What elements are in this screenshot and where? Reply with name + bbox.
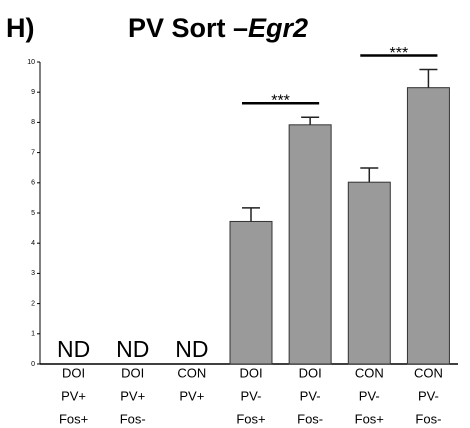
y-tick-label: 6 [31,180,35,187]
chart-title: PV Sort –Egr2 [128,13,308,43]
x-tick-label: PV- [241,388,262,403]
x-tick-label: Fos+ [355,411,384,426]
panel-label: H) [6,13,35,43]
significance-label: *** [390,45,409,62]
x-tick-label: Fos- [415,411,441,426]
y-tick-label: 5 [31,210,35,217]
y-tick-label: 1 [31,331,35,338]
bar [288,124,332,365]
x-tick-label: PV+ [61,388,86,403]
x-tick-label: DOI [121,365,144,380]
y-tick-label: 2 [31,300,35,307]
x-tick-label: PV+ [179,388,204,403]
x-tick-label: DOI [299,365,322,380]
value-label: ND [57,336,90,362]
x-tick-label: PV- [359,388,380,403]
x-tick-label: PV- [300,388,321,403]
x-tick-label: Fos- [120,411,146,426]
y-tick-label: 4 [31,240,35,247]
error-bar [419,68,438,88]
x-tick-label: DOI [62,365,85,380]
title-text: PV Sort – [128,13,248,43]
bar [406,87,450,365]
x-tick-label: DOI [239,365,262,380]
error-bar [242,207,260,222]
y-tick-label: 10 [27,59,35,66]
x-tick-label: PV- [418,388,439,403]
bar [229,220,273,365]
value-label: ND [116,336,149,362]
x-tick-label: CON [414,365,443,380]
value-label: ND [175,336,208,362]
x-tick-label: CON [177,365,206,380]
y-tick-label: 8 [31,119,35,126]
x-tick-label: Fos- [297,411,323,426]
error-bar [360,167,379,183]
x-tick-label: PV+ [120,388,145,403]
y-tick-label: 3 [31,270,35,277]
error-bar [301,116,320,125]
x-tick-label: Fos+ [236,411,265,426]
x-tick-label: CON [355,365,384,380]
y-tick-label: 7 [31,149,35,156]
title-gene: Egr2 [248,13,308,43]
y-tick-label: 9 [31,89,35,96]
significance-label: *** [271,92,290,109]
x-tick-label: Fos+ [59,411,88,426]
y-tick-label: 0 [31,361,35,368]
bar [347,181,391,365]
